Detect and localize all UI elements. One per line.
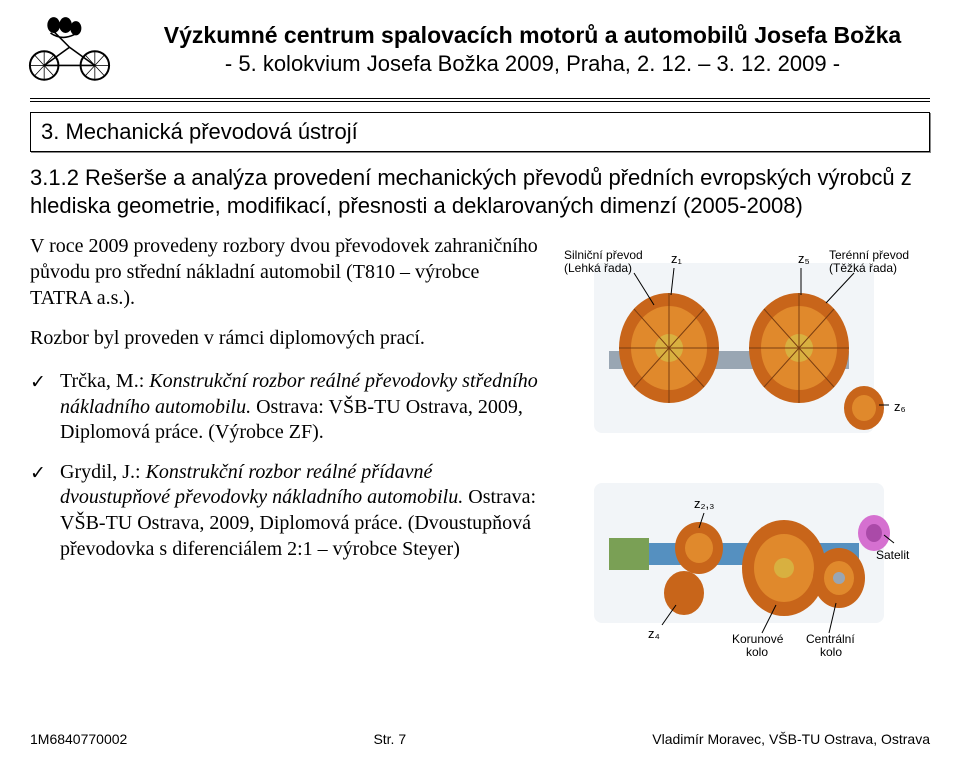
label-z23: z₂,₃ [694, 496, 714, 511]
gearbox-diagram: Silniční převod (Lehká řada) z₁ z₅ Terén… [554, 233, 919, 663]
section-heading-box: 3. Mechanická převodová ústrojí [30, 112, 930, 152]
label-korunove: Korunovékolo [732, 632, 784, 659]
b2-author: Grydil, J.: [60, 461, 146, 483]
label-satelit: Satelit [876, 548, 910, 562]
label-z5: z₅ [798, 251, 810, 266]
b1-author: Trčka, M.: [60, 370, 149, 392]
section-heading: 3. Mechanická převodová ústrojí [41, 119, 919, 145]
footer-left: 1M6840770002 [30, 731, 127, 747]
check-icon: ✓ [30, 369, 60, 446]
header-title: Výzkumné centrum spalovacích motorů a au… [135, 22, 930, 49]
bullet-item: ✓ Trčka, M.: Konstrukční rozbor reálné p… [30, 369, 540, 446]
paragraph-2: Rozbor byl proveden v rámci diplomových … [30, 325, 540, 351]
header-logo [22, 14, 117, 84]
footer-center: Str. 7 [373, 731, 406, 747]
bullet-text-1: Trčka, M.: Konstrukční rozbor reálné pře… [60, 369, 540, 446]
bullet-item: ✓ Grydil, J.: Konstrukční rozbor reálné … [30, 460, 540, 562]
label-terenni: Terénní převod (Těžká řada) [829, 248, 912, 275]
bullet-text-2: Grydil, J.: Konstrukční rozbor reálné př… [60, 460, 540, 562]
paragraph-1: V roce 2009 provedeny rozbory dvou převo… [30, 233, 540, 311]
header-subtitle: - 5. kolokvium Josefa Božka 2009, Praha,… [135, 51, 930, 77]
footer-right: Vladimír Moravec, VŠB-TU Ostrava, Ostrav… [652, 731, 930, 747]
label-centralni: Centrálníkolo [806, 632, 855, 659]
subsection-title: 3.1.2 Rešerše a analýza provedení mechan… [30, 164, 930, 219]
label-z1: z₁ [671, 251, 683, 266]
check-icon: ✓ [30, 460, 60, 562]
header-divider [30, 98, 930, 102]
label-z6: z₆ [894, 399, 906, 414]
label-z4: z₄ [648, 626, 660, 641]
